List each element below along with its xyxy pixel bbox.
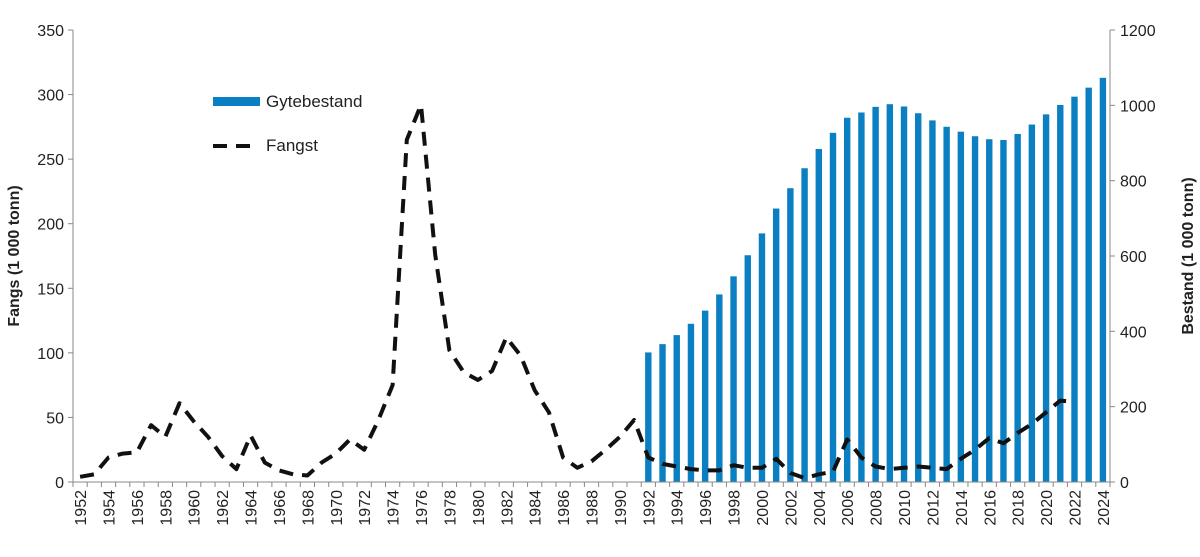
x-tick-label: 2020 xyxy=(1039,490,1056,526)
y-left-tick-label: 150 xyxy=(37,281,64,298)
x-tick-label: 1976 xyxy=(414,490,431,526)
bar-2016 xyxy=(986,139,993,482)
x-tick-label: 1960 xyxy=(187,490,204,526)
x-tick-label: 1990 xyxy=(613,490,630,526)
x-tick-label: 1986 xyxy=(556,490,573,526)
x-tick-label: 2006 xyxy=(840,490,857,526)
bar-2018 xyxy=(1014,133,1021,482)
x-tick-label: 2024 xyxy=(1096,490,1113,526)
x-tick-label: 2016 xyxy=(982,490,999,526)
x-tick-label: 1952 xyxy=(73,490,90,526)
bar-2011 xyxy=(915,113,922,482)
y-left-tick-label: 250 xyxy=(37,152,64,169)
x-tick-label: 2010 xyxy=(897,490,914,526)
bar-series xyxy=(645,77,1107,483)
bar-1994 xyxy=(673,335,680,482)
x-tick-label: 1980 xyxy=(471,490,488,526)
x-tick-label: 2008 xyxy=(869,490,886,526)
bar-2004 xyxy=(815,149,822,482)
line-series xyxy=(79,102,1075,481)
bar-2020 xyxy=(1042,114,1050,482)
x-tick-label: 2012 xyxy=(925,490,942,526)
bar-2024 xyxy=(1099,77,1107,482)
x-tick-label: 1996 xyxy=(698,490,715,526)
y-left-tick-label: 300 xyxy=(37,88,64,105)
y-right-tick-label: 600 xyxy=(1120,249,1147,266)
bar-2005 xyxy=(829,132,837,482)
y-axis-right-label: Bestand (1 000 tonn) xyxy=(1180,177,1197,334)
x-tick-label: 1998 xyxy=(727,490,744,526)
legend: Gytebestand Fangst xyxy=(213,92,362,155)
x-tick-label: 2018 xyxy=(1011,490,1028,526)
bar-1999 xyxy=(744,255,751,482)
bar-1992 xyxy=(645,352,652,482)
bar-1993 xyxy=(659,344,666,482)
y-right-tick-label: 1000 xyxy=(1120,98,1156,115)
bar-1997 xyxy=(716,294,723,482)
bar-2012 xyxy=(929,120,936,483)
bar-1995 xyxy=(687,323,695,482)
bar-2017 xyxy=(1000,139,1007,482)
bar-2022 xyxy=(1071,96,1078,483)
y-right-tick-label: 0 xyxy=(1120,475,1129,492)
x-tick-label: 2002 xyxy=(783,490,800,526)
x-tick-label: 2000 xyxy=(755,490,772,526)
legend-label-bar: Gytebestand xyxy=(266,92,362,111)
y-right-tick-label: 1200 xyxy=(1120,23,1156,40)
bar-2007 xyxy=(858,112,865,483)
x-tick-label: 2004 xyxy=(812,490,829,526)
bar-2008 xyxy=(872,106,879,482)
bar-2010 xyxy=(900,106,908,483)
bar-1996 xyxy=(701,310,709,482)
y-left-tick-label: 100 xyxy=(37,346,64,363)
fangst-line xyxy=(79,102,1075,481)
x-tick-label: 1988 xyxy=(585,490,602,526)
bar-2019 xyxy=(1028,124,1036,482)
x-tick-label: 1966 xyxy=(272,490,289,526)
legend-swatch-bar xyxy=(213,97,260,106)
bar-2002 xyxy=(787,188,794,482)
y-left-tick-label: 200 xyxy=(37,217,64,234)
bar-2023 xyxy=(1085,87,1092,482)
y-right-tick-label: 800 xyxy=(1120,174,1147,191)
bar-2006 xyxy=(843,117,851,482)
x-tick-label: 1992 xyxy=(641,490,658,526)
x-tick-label: 1974 xyxy=(386,490,403,526)
x-tick-label: 1984 xyxy=(528,490,545,526)
bar-1998 xyxy=(730,276,737,482)
x-tick-label: 1972 xyxy=(357,490,374,526)
x-tick-label: 1958 xyxy=(158,490,175,526)
y-axis-left-label: Fangs (1 000 tonn) xyxy=(6,185,23,326)
y-left-tick-label: 0 xyxy=(55,475,64,492)
bar-2014 xyxy=(957,131,965,482)
bar-2021 xyxy=(1057,104,1064,482)
axes: 0 50 100 150 200 250 300 350 0 200 400 600 800 1000 12… xyxy=(37,23,1155,526)
bar-2001 xyxy=(772,208,780,483)
x-tick-label: 1982 xyxy=(499,490,516,526)
x-tick-label: 1970 xyxy=(329,490,346,526)
y-left-tick-label: 50 xyxy=(46,410,64,427)
legend-label-line: Fangst xyxy=(266,136,318,155)
bar-2013 xyxy=(943,126,950,482)
bar-2015 xyxy=(971,136,979,482)
y-right-tick-label: 400 xyxy=(1120,324,1147,341)
y-right-tick-label: 200 xyxy=(1120,400,1147,417)
bar-2009 xyxy=(886,104,894,482)
x-tick-label: 1964 xyxy=(244,490,261,526)
x-tick-label: 1954 xyxy=(102,490,119,526)
x-tick-label: 1962 xyxy=(215,490,232,526)
x-tick-label: 2014 xyxy=(954,490,971,526)
y-left-tick-label: 350 xyxy=(37,23,64,40)
x-tick-label: 1956 xyxy=(130,490,147,526)
x-tick-label: 1978 xyxy=(442,490,459,526)
bar-2000 xyxy=(758,233,766,482)
bar-2003 xyxy=(801,168,808,482)
x-tick-label: 1994 xyxy=(670,490,687,526)
x-tick-label: 2022 xyxy=(1067,490,1084,526)
x-tick-label: 1968 xyxy=(300,490,317,526)
